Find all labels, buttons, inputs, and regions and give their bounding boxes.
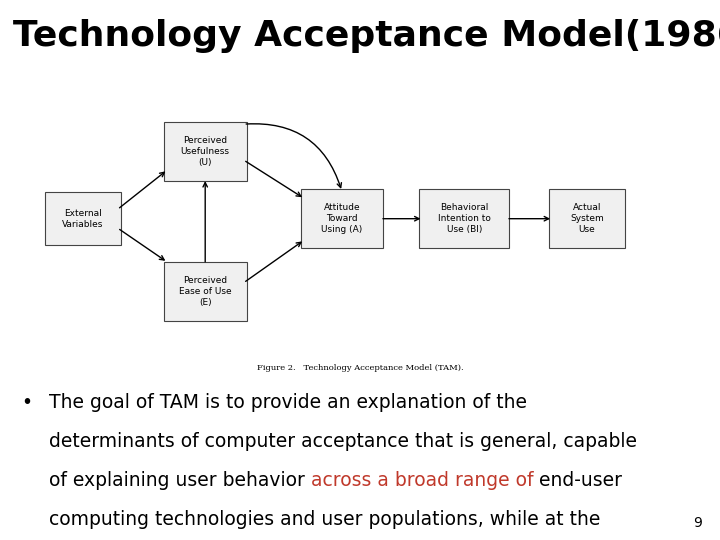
- Text: 9: 9: [693, 516, 702, 530]
- FancyBboxPatch shape: [419, 189, 510, 248]
- Text: •: •: [22, 393, 32, 412]
- Text: of explaining user behavior: of explaining user behavior: [49, 471, 311, 490]
- Text: end-user: end-user: [534, 471, 622, 490]
- Text: Attitude
Toward
Using (A): Attitude Toward Using (A): [321, 203, 363, 234]
- Text: Perceived
Usefulness
(U): Perceived Usefulness (U): [181, 136, 230, 167]
- Text: determinants of computer acceptance that is general, capable: determinants of computer acceptance that…: [49, 432, 637, 451]
- Text: External
Variables: External Variables: [62, 208, 104, 229]
- FancyBboxPatch shape: [549, 189, 624, 248]
- Text: Behavioral
Intention to
Use (BI): Behavioral Intention to Use (BI): [438, 203, 491, 234]
- Text: Figure 2.   Technology Acceptance Model (TAM).: Figure 2. Technology Acceptance Model (T…: [257, 364, 463, 372]
- Text: computing technologies and user populations, while at the: computing technologies and user populati…: [49, 510, 600, 529]
- FancyBboxPatch shape: [163, 122, 246, 181]
- Text: Technology Acceptance Model(1986): Technology Acceptance Model(1986): [13, 19, 720, 53]
- Text: Perceived
Ease of Use
(E): Perceived Ease of Use (E): [179, 276, 232, 307]
- Text: across a broad range of: across a broad range of: [311, 471, 534, 490]
- FancyBboxPatch shape: [45, 192, 121, 245]
- FancyArrowPatch shape: [246, 124, 341, 187]
- Text: The goal of TAM is to provide an explanation of the: The goal of TAM is to provide an explana…: [49, 393, 527, 412]
- Text: Actual
System
Use: Actual System Use: [570, 203, 603, 234]
- FancyBboxPatch shape: [301, 189, 383, 248]
- FancyBboxPatch shape: [163, 262, 246, 321]
